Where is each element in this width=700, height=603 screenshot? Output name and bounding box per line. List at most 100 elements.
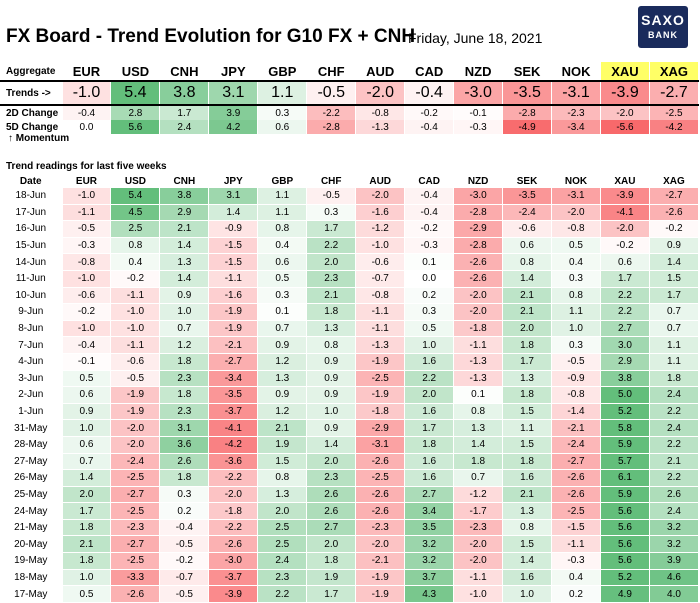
cell: 5.6 [600, 519, 650, 537]
cell: 2.1 [502, 303, 553, 321]
cell: -1.4 [551, 403, 601, 421]
logo-text: SAXO [641, 12, 685, 28]
cell: 0.2 [404, 287, 455, 305]
cell: 2.4 [649, 502, 700, 520]
cell: 2.2 [600, 303, 650, 321]
cell: 1.8 [502, 336, 553, 354]
cell: -2.5 [649, 105, 700, 120]
cell: 1.4 [62, 469, 112, 487]
cell: 2.1 [502, 287, 553, 305]
weekly-row: 18-Jun -1.0 5.4 3.8 3.1 1.1 -0.5 -2.0 -0.4 -3.0 -3… [0, 188, 700, 205]
cell: 4.6 [649, 569, 700, 587]
weekly-row: 20-May 2.1 -2.7 -0.5 -2.6 2.5 2.0 -2.0 3.2 -2.0 1.… [0, 535, 700, 554]
cell: -0.5 [159, 535, 210, 554]
cell: -0.6 [62, 287, 112, 305]
cell: -1.1 [110, 287, 161, 305]
cell: -0.2 [159, 552, 210, 570]
cell: -0.8 [551, 220, 601, 238]
cell: -0.5 [551, 353, 601, 371]
weekly-row: 28-May 0.6 -2.0 3.6 -4.2 1.9 1.4 -3.1 1.8 1.4 1.5-… [0, 436, 700, 454]
cell: 2.9 [159, 204, 210, 222]
column-header: NZD [453, 175, 504, 188]
cell: -0.2 [62, 303, 112, 321]
cell: -2.6 [551, 486, 601, 504]
cell: -0.8 [355, 105, 406, 120]
cell: 0.5 [62, 370, 112, 388]
cell: -2.9 [453, 220, 504, 238]
cell: 0.6 [257, 120, 308, 134]
cell: 2.3 [159, 403, 210, 421]
cell: 0.8 [306, 336, 357, 354]
cell: 1.8 [453, 453, 504, 471]
cell: -2.0 [110, 436, 161, 454]
row-label: 2D Change [0, 105, 63, 120]
cell: -1.5 [551, 519, 601, 537]
cell: 0.8 [502, 519, 553, 537]
cell: 6.1 [600, 469, 650, 487]
cell: 1.6 [502, 469, 553, 487]
cell: 1.3 [159, 253, 210, 271]
cell: 5.4 [110, 188, 161, 205]
cell: -4.1 [600, 204, 650, 222]
cell: 2.4 [649, 419, 700, 437]
cell: -1.1 [453, 569, 504, 587]
cell: 2.9 [600, 353, 650, 371]
cell: -3.7 [208, 403, 259, 421]
cell: 1.4 [649, 253, 700, 271]
weekly-row: 19-May 1.8 -2.5 -0.2 -3.0 2.4 1.8 -2.1 3.2 -2.0 1.… [0, 552, 700, 570]
cell: 1.0 [551, 320, 601, 338]
cell: -1.3 [355, 336, 406, 354]
cell: -2.6 [208, 535, 259, 554]
cell: 0.9 [306, 419, 357, 437]
cell: 2.2 [649, 436, 700, 454]
cell: -1.9 [355, 353, 406, 371]
cell: 3.2 [404, 535, 455, 554]
cell: 2.3 [306, 270, 357, 288]
cell: -2.1 [208, 336, 259, 354]
column-header: AUD [355, 175, 406, 188]
cell: 1.8 [306, 303, 357, 321]
cell: -3.3 [110, 569, 161, 587]
cell: -0.3 [62, 237, 112, 255]
cell: -2.0 [600, 220, 650, 238]
cell: 0.2 [551, 585, 601, 603]
cell: 0.8 [502, 253, 553, 271]
cell: -2.6 [649, 204, 700, 222]
cell: -1.9 [110, 386, 161, 404]
date-label: 31-May [0, 419, 63, 437]
column-header: SEK [502, 175, 553, 188]
cell: -0.9 [551, 370, 601, 388]
cell: -1.3 [355, 120, 406, 134]
weekly-row: 15-Jun -0.3 0.8 1.4 -1.5 0.4 2.2 -1.0 -0.3 -2.8 0.… [0, 237, 700, 255]
page: {"header":{"title":"FX Board - Trend Evo… [0, 6, 700, 603]
cell: -2.0 [110, 419, 161, 437]
cell: -2.1 [355, 552, 406, 570]
cell: 1.1 [551, 303, 601, 321]
cell: -2.7 [208, 353, 259, 371]
cell: 2.2 [649, 469, 700, 487]
weekly-row: 21-May 1.8 -2.3 -0.4 -2.2 2.5 2.7 -2.3 3.5 -2.3 0.… [0, 519, 700, 537]
cell: -1.8 [208, 502, 259, 520]
column-header: GBP [257, 62, 308, 81]
cell: 1.8 [649, 370, 700, 388]
cell: 0.0 [404, 270, 455, 288]
cell: 0.3 [159, 486, 210, 504]
cell: -3.6 [208, 453, 259, 471]
cell: 0.9 [257, 336, 308, 354]
column-header: CNH [159, 175, 210, 188]
column-header: CNH [159, 62, 210, 81]
cell: 1.0 [404, 336, 455, 354]
weekly-row: 4-Jun -0.1 -0.6 1.8 -2.7 1.2 0.9 -1.9 1.6 -1.3 1.7… [0, 353, 700, 371]
cell: -2.8 [306, 120, 357, 134]
weekly-row: 24-May 1.7 -2.5 0.2 -1.8 2.0 2.6 -2.6 3.4 -1.7 1.3… [0, 502, 700, 520]
date-label: 7-Jun [0, 336, 63, 354]
cell: 0.8 [110, 237, 161, 255]
cell: 1.0 [159, 303, 210, 321]
logo: SAXO BANK [638, 6, 688, 48]
cell: -2.0 [453, 287, 504, 305]
cell: -2.3 [453, 519, 504, 537]
cell: -2.5 [551, 502, 601, 520]
cell: 0.6 [257, 253, 308, 271]
cell: 1.6 [404, 353, 455, 371]
cell: 1.2 [257, 353, 308, 371]
